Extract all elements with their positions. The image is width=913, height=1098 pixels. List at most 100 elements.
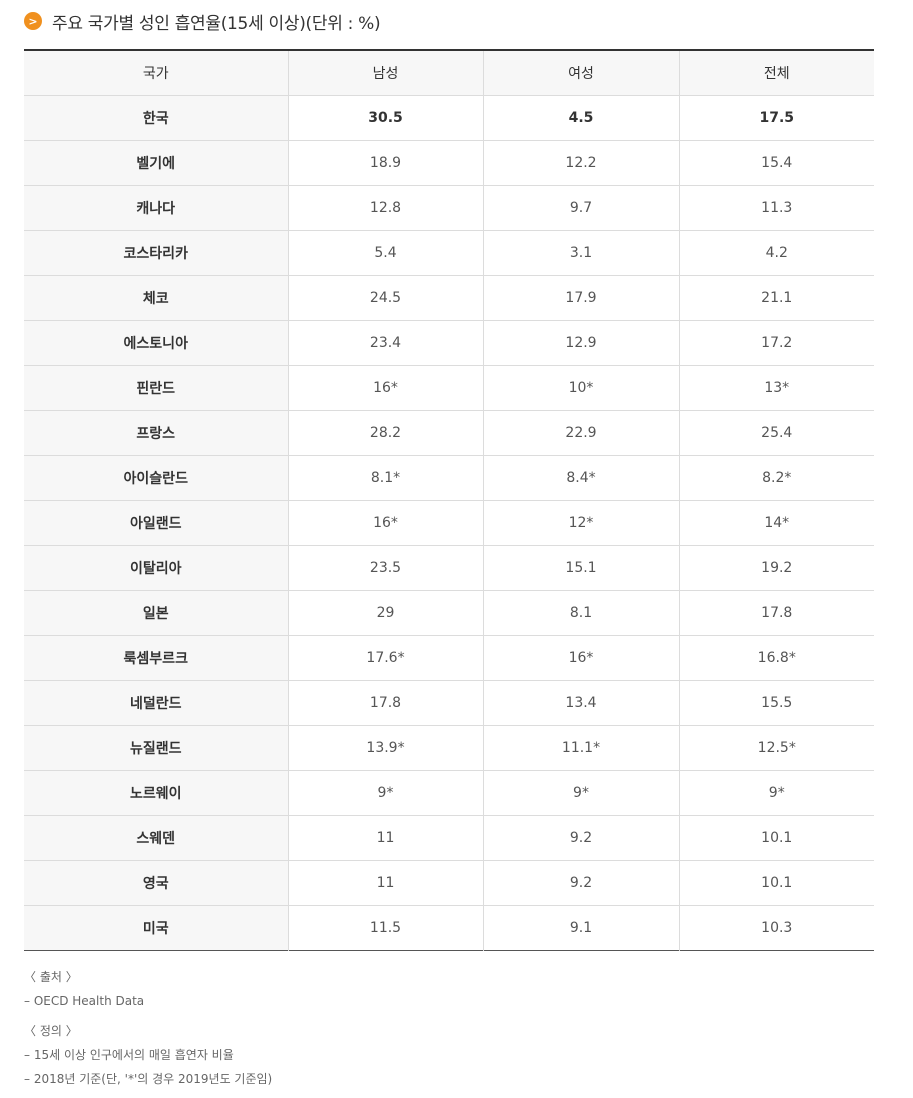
male-rate-cell: 9*	[287, 770, 483, 816]
female-rate-cell: 8.4*	[482, 455, 679, 501]
header-total: 전체	[678, 50, 874, 96]
definition-item: – 2018년 기준(단, '*'의 경우 2019년도 기준임)	[24, 1072, 273, 1086]
country-cell: 네덜란드	[24, 680, 288, 726]
total-rate-cell: 17.5	[678, 95, 874, 141]
table-row: 아일랜드 16* 12* 14*	[24, 500, 874, 546]
header-female: 여성	[482, 50, 679, 96]
male-rate-cell: 12.8	[287, 185, 483, 231]
table-row: 체코 24.5 17.9 21.1	[24, 275, 874, 321]
female-rate-cell: 4.5	[482, 95, 679, 141]
table-row: 코스타리카 5.4 3.1 4.2	[24, 230, 874, 276]
female-rate-cell: 12.9	[482, 320, 679, 366]
total-rate-cell: 14*	[678, 500, 874, 546]
female-rate-cell: 15.1	[482, 545, 679, 591]
table-row: 한국 30.5 4.5 17.5	[24, 95, 874, 141]
header-male: 남성	[287, 50, 483, 96]
section-title-text: 주요 국가별 성인 흡연율(15세 이상)(단위 : %)	[52, 13, 381, 34]
country-cell: 캐나다	[24, 185, 288, 231]
country-cell: 아일랜드	[24, 500, 288, 546]
total-rate-cell: 8.2*	[678, 455, 874, 501]
country-cell: 한국	[24, 95, 288, 141]
country-cell: 뉴질랜드	[24, 725, 288, 771]
female-rate-cell: 9*	[482, 770, 679, 816]
country-cell: 노르웨이	[24, 770, 288, 816]
table-row: 아이슬란드 8.1* 8.4* 8.2*	[24, 455, 874, 501]
table-row: 에스토니아 23.4 12.9 17.2	[24, 320, 874, 366]
female-rate-cell: 10*	[482, 365, 679, 411]
source-item: – OECD Health Data	[24, 994, 145, 1008]
table-row: 벨기에 18.9 12.2 15.4	[24, 140, 874, 186]
total-rate-cell: 9*	[678, 770, 874, 816]
male-rate-cell: 8.1*	[287, 455, 483, 501]
header-country: 국가	[24, 50, 288, 96]
female-rate-cell: 12.2	[482, 140, 679, 186]
country-cell: 아이슬란드	[24, 455, 288, 501]
table-row: 캐나다 12.8 9.7 11.3	[24, 185, 874, 231]
country-cell: 룩셈부르크	[24, 635, 288, 681]
definition-label: 〈 정의 〉	[24, 1024, 78, 1038]
source-label: 〈 출처 〉	[24, 970, 78, 984]
total-rate-cell: 11.3	[678, 185, 874, 231]
country-cell: 이탈리아	[24, 545, 288, 591]
country-cell: 프랑스	[24, 410, 288, 456]
country-cell: 미국	[24, 905, 288, 951]
total-rate-cell: 10.1	[678, 860, 874, 906]
total-rate-cell: 16.8*	[678, 635, 874, 681]
total-rate-cell: 17.8	[678, 590, 874, 636]
female-rate-cell: 3.1	[482, 230, 679, 276]
female-rate-cell: 8.1	[482, 590, 679, 636]
country-cell: 코스타리카	[24, 230, 288, 276]
table-row: 노르웨이 9* 9* 9*	[24, 770, 874, 816]
female-rate-cell: 13.4	[482, 680, 679, 726]
male-rate-cell: 23.4	[287, 320, 483, 366]
male-rate-cell: 17.6*	[287, 635, 483, 681]
country-cell: 일본	[24, 590, 288, 636]
total-rate-cell: 13*	[678, 365, 874, 411]
table-row: 뉴질랜드 13.9* 11.1* 12.5*	[24, 725, 874, 771]
male-rate-cell: 16*	[287, 365, 483, 411]
male-rate-cell: 11	[287, 860, 483, 906]
total-rate-cell: 25.4	[678, 410, 874, 456]
male-rate-cell: 17.8	[287, 680, 483, 726]
country-cell: 핀란드	[24, 365, 288, 411]
total-rate-cell: 4.2	[678, 230, 874, 276]
total-rate-cell: 12.5*	[678, 725, 874, 771]
country-cell: 벨기에	[24, 140, 288, 186]
male-rate-cell: 24.5	[287, 275, 483, 321]
total-rate-cell: 10.3	[678, 905, 874, 951]
male-rate-cell: 16*	[287, 500, 483, 546]
section-title: > 주요 국가별 성인 흡연율(15세 이상)(단위 : %)	[24, 9, 381, 34]
male-rate-cell: 18.9	[287, 140, 483, 186]
table-row: 핀란드 16* 10* 13*	[24, 365, 874, 411]
chevron-right-icon: >	[24, 12, 42, 30]
female-rate-cell: 9.1	[482, 905, 679, 951]
smoking-rate-table: 국가 남성 여성 전체 한국 30.5 4.5 17.5 벨기에 18.9 12.2 15.4…	[24, 49, 874, 951]
female-rate-cell: 9.2	[482, 815, 679, 861]
male-rate-cell: 29	[287, 590, 483, 636]
male-rate-cell: 11	[287, 815, 483, 861]
male-rate-cell: 30.5	[287, 95, 483, 141]
total-rate-cell: 15.4	[678, 140, 874, 186]
table-row: 스웨덴 11 9.2 10.1	[24, 815, 874, 861]
table-row: 프랑스 28.2 22.9 25.4	[24, 410, 874, 456]
female-rate-cell: 17.9	[482, 275, 679, 321]
country-cell: 스웨덴	[24, 815, 288, 861]
male-rate-cell: 28.2	[287, 410, 483, 456]
table-row: 네덜란드 17.8 13.4 15.5	[24, 680, 874, 726]
table-row: 이탈리아 23.5 15.1 19.2	[24, 545, 874, 591]
total-rate-cell: 19.2	[678, 545, 874, 591]
table-header-row: 국가 남성 여성 전체	[24, 50, 874, 96]
female-rate-cell: 16*	[482, 635, 679, 681]
female-rate-cell: 22.9	[482, 410, 679, 456]
male-rate-cell: 13.9*	[287, 725, 483, 771]
total-rate-cell: 21.1	[678, 275, 874, 321]
table-row: 일본 29 8.1 17.8	[24, 590, 874, 636]
total-rate-cell: 15.5	[678, 680, 874, 726]
total-rate-cell: 10.1	[678, 815, 874, 861]
male-rate-cell: 5.4	[287, 230, 483, 276]
male-rate-cell: 11.5	[287, 905, 483, 951]
country-cell: 영국	[24, 860, 288, 906]
country-cell: 체코	[24, 275, 288, 321]
male-rate-cell: 23.5	[287, 545, 483, 591]
table-row: 영국 11 9.2 10.1	[24, 860, 874, 906]
